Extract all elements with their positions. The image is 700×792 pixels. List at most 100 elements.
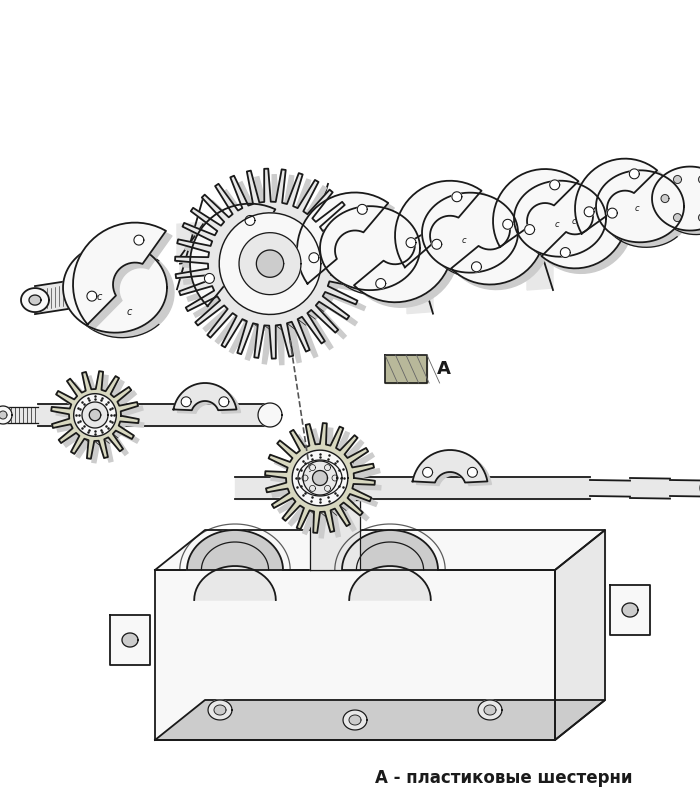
Polygon shape (468, 467, 477, 478)
Polygon shape (584, 207, 594, 217)
Polygon shape (0, 406, 12, 424)
Polygon shape (401, 186, 487, 272)
Polygon shape (82, 402, 108, 428)
Polygon shape (327, 211, 427, 295)
Polygon shape (478, 700, 502, 720)
Polygon shape (303, 197, 394, 289)
Polygon shape (407, 226, 433, 314)
Polygon shape (332, 475, 338, 481)
Polygon shape (470, 192, 477, 198)
Polygon shape (349, 715, 361, 725)
Polygon shape (310, 500, 360, 570)
Polygon shape (500, 208, 540, 242)
Text: c: c (635, 204, 640, 213)
Polygon shape (309, 465, 316, 470)
Polygon shape (575, 158, 657, 234)
Polygon shape (190, 204, 275, 306)
Polygon shape (245, 215, 255, 226)
Polygon shape (175, 169, 365, 359)
Polygon shape (134, 235, 144, 245)
Polygon shape (580, 162, 662, 238)
Polygon shape (590, 195, 625, 228)
Polygon shape (472, 262, 482, 272)
Polygon shape (514, 181, 606, 257)
Polygon shape (21, 288, 49, 312)
Polygon shape (432, 239, 442, 249)
Text: c: c (555, 219, 559, 229)
Polygon shape (51, 371, 139, 459)
Polygon shape (90, 409, 101, 421)
Polygon shape (63, 242, 167, 333)
Polygon shape (74, 394, 116, 436)
Text: c: c (97, 291, 102, 302)
Polygon shape (73, 223, 166, 325)
Polygon shape (602, 175, 690, 247)
Polygon shape (457, 211, 551, 290)
Polygon shape (115, 242, 122, 248)
Polygon shape (205, 530, 605, 570)
Polygon shape (360, 225, 459, 307)
Polygon shape (342, 478, 347, 482)
Polygon shape (622, 603, 638, 617)
Polygon shape (342, 530, 438, 570)
Polygon shape (547, 196, 633, 273)
Polygon shape (385, 355, 427, 383)
Polygon shape (87, 291, 97, 301)
Polygon shape (208, 700, 232, 720)
Polygon shape (70, 248, 174, 337)
Polygon shape (285, 239, 340, 276)
Polygon shape (690, 166, 696, 170)
Polygon shape (400, 222, 450, 257)
Polygon shape (0, 411, 7, 419)
Polygon shape (699, 214, 700, 222)
Polygon shape (354, 219, 453, 303)
Polygon shape (630, 478, 670, 499)
Polygon shape (608, 208, 617, 218)
Polygon shape (452, 192, 462, 202)
Polygon shape (673, 214, 682, 222)
Polygon shape (527, 207, 553, 290)
Text: c: c (127, 307, 132, 317)
Polygon shape (640, 170, 646, 175)
Text: c: c (572, 217, 577, 226)
Polygon shape (652, 166, 700, 230)
Polygon shape (525, 225, 535, 234)
Polygon shape (177, 223, 203, 263)
Polygon shape (309, 485, 316, 491)
Polygon shape (661, 195, 669, 203)
Polygon shape (219, 213, 321, 314)
Polygon shape (629, 169, 639, 179)
Polygon shape (303, 464, 347, 500)
Polygon shape (376, 279, 386, 288)
Polygon shape (503, 219, 512, 229)
Polygon shape (110, 615, 150, 665)
Polygon shape (155, 530, 605, 570)
Polygon shape (416, 453, 491, 485)
Polygon shape (560, 181, 567, 185)
Polygon shape (555, 530, 605, 740)
Polygon shape (265, 423, 375, 533)
Polygon shape (258, 403, 282, 427)
Polygon shape (406, 238, 416, 248)
Polygon shape (297, 192, 389, 284)
Polygon shape (239, 233, 301, 295)
Text: А: А (437, 360, 451, 378)
Polygon shape (38, 404, 270, 426)
Polygon shape (174, 383, 237, 410)
Polygon shape (181, 397, 191, 407)
Polygon shape (302, 475, 308, 481)
Polygon shape (167, 287, 174, 293)
Polygon shape (312, 470, 328, 485)
Polygon shape (349, 566, 430, 600)
Polygon shape (542, 190, 627, 268)
Polygon shape (155, 700, 605, 740)
Polygon shape (606, 219, 613, 223)
Polygon shape (235, 477, 590, 499)
Polygon shape (219, 397, 229, 407)
Polygon shape (673, 176, 682, 184)
Polygon shape (423, 467, 433, 478)
Polygon shape (320, 460, 325, 464)
Polygon shape (412, 450, 487, 482)
Polygon shape (298, 460, 342, 496)
Polygon shape (499, 174, 584, 252)
